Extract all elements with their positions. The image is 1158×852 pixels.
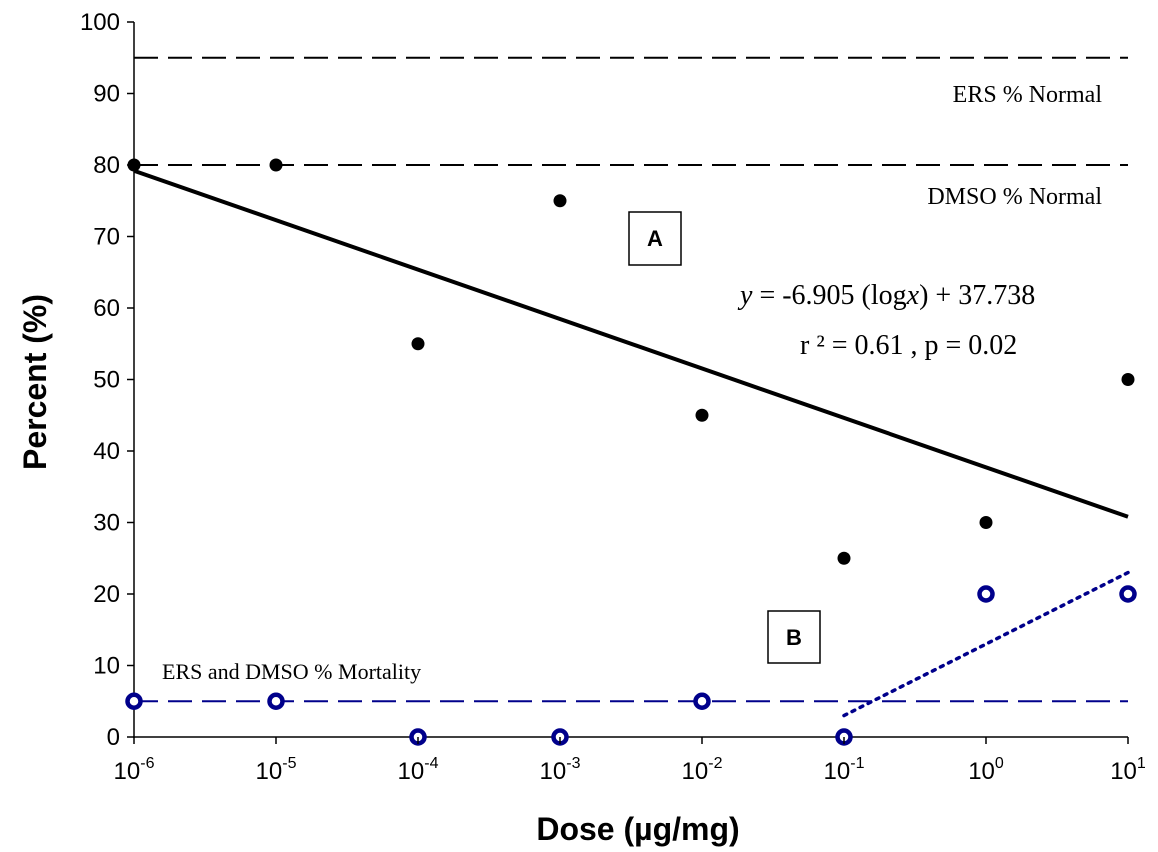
axis-ticks: 0 10 20 30 40 50 60 70 80 90 100 10-6 10-5 10-4 10-3 10… bbox=[80, 9, 1146, 785]
y-tick-label: 20 bbox=[93, 581, 120, 608]
data-point-mortality bbox=[125, 692, 143, 710]
box-b-label: B bbox=[786, 625, 802, 650]
x-tick-label: 10-3 bbox=[540, 755, 581, 785]
equation-x: x bbox=[906, 280, 920, 311]
data-point-mortality bbox=[977, 585, 995, 603]
ers-normal-label: ERS % Normal bbox=[953, 82, 1103, 108]
data-point-normal bbox=[1121, 373, 1135, 386]
data-point-normal bbox=[269, 158, 283, 172]
x-tick-label: 10-1 bbox=[824, 755, 865, 785]
y-tick-label: 50 bbox=[93, 367, 120, 394]
y-tick-label: 0 bbox=[107, 724, 120, 751]
x-tick-label: 10-2 bbox=[682, 755, 723, 785]
y-axis-title: Percent (%) bbox=[17, 294, 53, 470]
y-tick-label: 10 bbox=[93, 653, 120, 680]
equation-middle: = -6.905 (log bbox=[752, 280, 906, 311]
x-tick-label: 10-5 bbox=[256, 755, 297, 785]
data-point-normal bbox=[979, 516, 993, 529]
y-tick-label: 80 bbox=[93, 152, 120, 179]
reference-lines bbox=[134, 56, 1128, 703]
trendline-dotted bbox=[842, 570, 1130, 718]
regression-equation: y = -6.905 (logx) + 37.738 bbox=[737, 280, 1035, 311]
equation-y: y bbox=[737, 280, 753, 311]
trend-lines bbox=[133, 168, 1130, 718]
mortality-label: ERS and DMSO % Mortality bbox=[162, 659, 421, 684]
data-point-mortality bbox=[693, 692, 711, 710]
box-b-frame bbox=[767, 610, 821, 664]
x-tick-label: 100 bbox=[968, 755, 1004, 785]
y-tick-label: 40 bbox=[93, 438, 120, 465]
trendline-solid bbox=[133, 168, 1129, 519]
y-tick-label: 90 bbox=[93, 81, 120, 108]
y-tick-label: 30 bbox=[93, 510, 120, 537]
r-squared-label: r ² = 0.61 , p = 0.02 bbox=[800, 330, 1017, 361]
data-points bbox=[125, 158, 1137, 746]
data-point-normal bbox=[837, 551, 851, 565]
data-point-normal bbox=[411, 337, 425, 351]
y-tick-label: 100 bbox=[80, 9, 120, 36]
dmso-normal-label: DMSO % Normal bbox=[927, 184, 1102, 210]
x-tick-label: 10-4 bbox=[398, 755, 439, 785]
x-tick-label: 10-6 bbox=[114, 755, 155, 785]
y-tick-label: 60 bbox=[93, 295, 120, 322]
y-tick-label: 70 bbox=[93, 224, 120, 251]
data-point-normal bbox=[695, 408, 709, 422]
x-tick-label: 101 bbox=[1110, 755, 1146, 785]
data-point-mortality bbox=[1119, 585, 1137, 603]
data-point-normal bbox=[553, 194, 567, 208]
x-axis-title: Dose (µg/mg) bbox=[536, 811, 739, 847]
box-a-label: A bbox=[647, 226, 663, 251]
plot-frame bbox=[133, 22, 1128, 738]
data-point-mortality bbox=[267, 692, 285, 710]
equation-end: ) + 37.738 bbox=[919, 280, 1035, 311]
box-a-frame bbox=[628, 211, 682, 266]
